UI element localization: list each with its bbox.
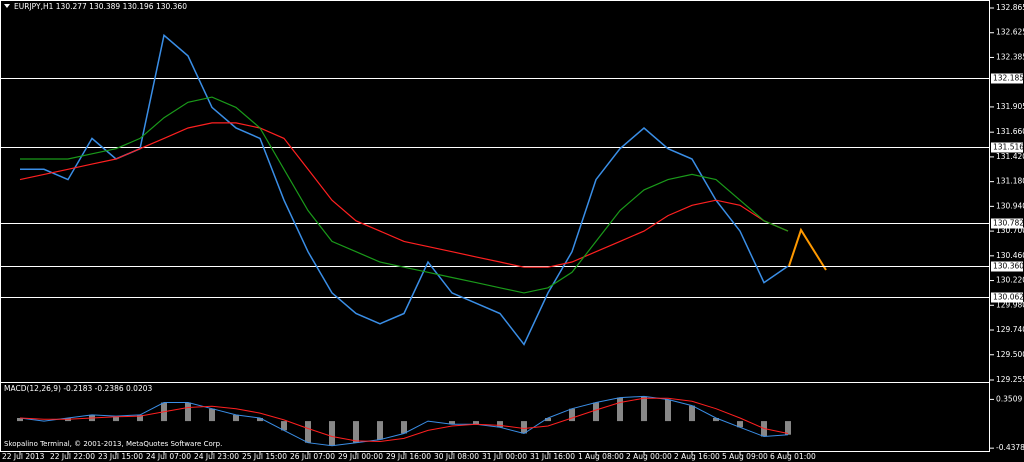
level-label: 131.516 xyxy=(993,143,1024,152)
y-tick-label: -0.4378 xyxy=(996,443,1024,452)
y-tick-label: 0.3509 xyxy=(996,394,1022,403)
chart-title: EURJPY,H1 130.277 130.389 130.196 130.36… xyxy=(14,2,187,11)
y-tick-label: 131.905 xyxy=(996,102,1024,111)
level-label: 130.782 xyxy=(993,219,1024,228)
macd-bar xyxy=(689,405,695,422)
y-tick-label: 132.865 xyxy=(996,3,1024,12)
macd-bar xyxy=(473,421,479,425)
x-tick-label: 2 Aug 16:00 xyxy=(674,452,720,461)
price-line xyxy=(20,33,789,346)
macd-bar xyxy=(545,418,551,422)
macd-bar xyxy=(401,421,407,434)
projection-line xyxy=(788,227,827,271)
y-tick-label: 129.500 xyxy=(996,350,1024,359)
price-line xyxy=(20,96,789,294)
macd-bar xyxy=(521,421,527,434)
y-tick-label: 129.740 xyxy=(996,325,1024,334)
x-tick-label: 22 Jul 22:00 xyxy=(50,452,95,461)
x-tick-label: 31 Jul 00:00 xyxy=(482,452,527,461)
level-label-box xyxy=(991,73,1023,84)
y-tick-label: 130.700 xyxy=(996,226,1024,235)
macd-bar xyxy=(737,421,743,428)
macd-bar xyxy=(17,418,23,422)
level-label: 130.062 xyxy=(993,293,1024,302)
y-tick-label: 129.255 xyxy=(996,375,1024,384)
level-label: 130.360 xyxy=(993,262,1024,271)
macd-bar xyxy=(233,414,239,422)
macd-bar xyxy=(665,399,671,422)
macd-bar xyxy=(281,421,287,431)
y-tick-label: 129.980 xyxy=(996,300,1024,309)
y-tick-label: 130.220 xyxy=(996,276,1024,285)
level-label-box xyxy=(991,261,1023,272)
y-tick-label: 130.460 xyxy=(996,251,1024,260)
macd-bar xyxy=(785,421,791,435)
y-tick-label: 132.385 xyxy=(996,52,1024,61)
x-tick-label: 1 Aug 08:00 xyxy=(578,452,624,461)
level-label-box xyxy=(991,218,1023,229)
x-tick-label: 25 Jul 15:00 xyxy=(242,452,287,461)
y-tick-label: 131.660 xyxy=(996,127,1024,136)
x-tick-label: 5 Aug 09:00 xyxy=(722,452,768,461)
y-tick-label: 132.625 xyxy=(996,28,1024,37)
macd-bar xyxy=(377,421,383,440)
macd-line xyxy=(19,397,789,443)
macd-bar xyxy=(713,418,719,422)
macd-bar xyxy=(209,408,215,422)
y-tick-label: 130.940 xyxy=(996,201,1024,210)
frame xyxy=(0,0,990,452)
x-tick-label: 6 Aug 01:00 xyxy=(770,452,816,461)
macd-bar xyxy=(593,402,599,422)
macd-bar xyxy=(257,418,263,422)
macd-title: MACD(12,26,9) -0.2183 -0.2386 0.0203 xyxy=(4,384,152,393)
macd-bar xyxy=(113,416,119,422)
macd-bar xyxy=(185,402,191,422)
menu-arrow xyxy=(4,4,10,8)
x-tick-label: 24 Jul 07:00 xyxy=(146,452,191,461)
x-tick-label: 31 Jul 16:00 xyxy=(530,452,575,461)
price-line xyxy=(19,122,789,268)
macd-bar xyxy=(305,421,311,443)
x-tick-label: 30 Jul 08:00 xyxy=(434,452,479,461)
macd-bar xyxy=(353,421,359,443)
level-label-box xyxy=(991,142,1023,153)
macd-bar xyxy=(137,414,143,422)
y-tick-label: 131.180 xyxy=(996,177,1024,186)
x-tick-label: 2 Aug 00:00 xyxy=(626,452,672,461)
x-tick-label: 24 Jul 23:00 xyxy=(194,452,239,461)
macd-bar xyxy=(617,397,623,422)
x-tick-label: 23 Jul 15:00 xyxy=(98,452,143,461)
level-label: 132.185 xyxy=(993,74,1024,83)
macd-bar xyxy=(641,396,647,422)
x-tick-label: 29 Jul 00:00 xyxy=(338,452,383,461)
x-tick-label: 26 Jul 07:00 xyxy=(290,452,335,461)
x-tick-label: 29 Jul 16:00 xyxy=(386,452,431,461)
macd-bar xyxy=(569,408,575,422)
macd-bar xyxy=(497,421,503,428)
y-tick-label: 131.420 xyxy=(996,152,1024,161)
footer: Skopalino Terminal, © 2001-2013, MetaQuo… xyxy=(4,440,222,448)
x-tick-label: 22 Jul 2013 xyxy=(2,452,45,461)
level-label-box xyxy=(991,292,1023,303)
macd-bar xyxy=(329,421,335,446)
macd-bar xyxy=(449,421,455,425)
